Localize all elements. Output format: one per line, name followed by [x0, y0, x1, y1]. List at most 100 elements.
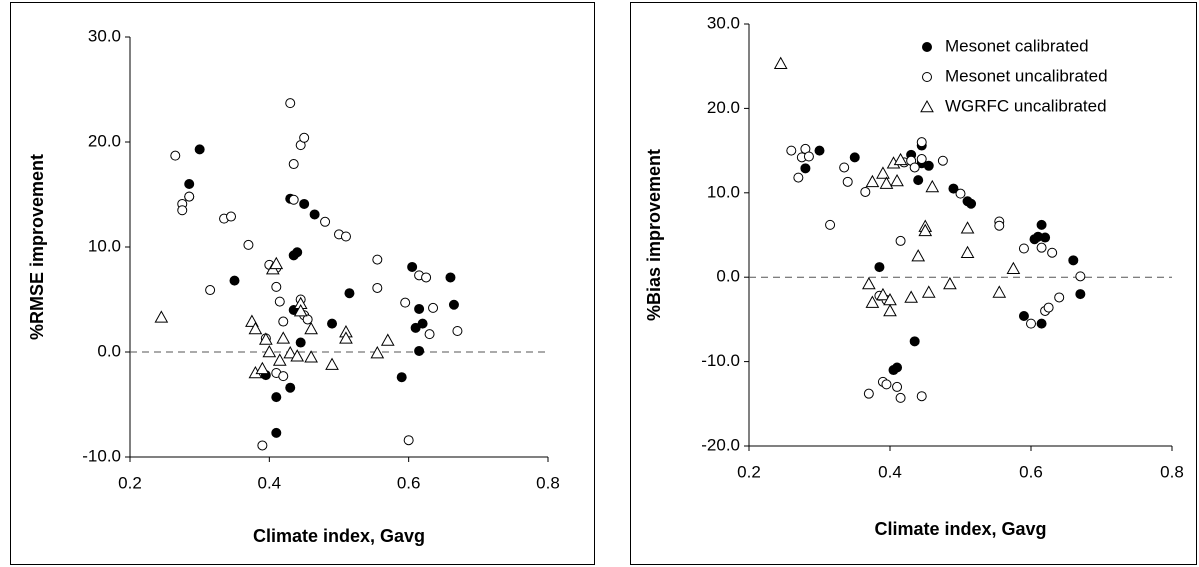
circle-point [414, 303, 425, 314]
circle-point [922, 42, 932, 52]
series [786, 137, 1086, 403]
circle-point [923, 160, 934, 171]
y-tick-label: 20.0 [88, 131, 121, 150]
circle-point [302, 314, 313, 325]
triangle-point [865, 174, 880, 188]
triangle-point [380, 333, 395, 346]
circle-point [825, 219, 836, 230]
triangle-point [918, 223, 933, 237]
circle-point [892, 381, 903, 392]
circle-point [274, 296, 285, 307]
legend-label: Mesonet uncalibrated [945, 66, 1108, 85]
circle-point [271, 281, 282, 292]
circle-point [271, 392, 282, 403]
circle-point [863, 388, 874, 399]
x-tick-label: 0.8 [536, 473, 560, 492]
triangle-point [304, 321, 318, 335]
circle-point [793, 172, 804, 183]
triangle-point [862, 276, 876, 290]
legend-label: WGRFC uncalibrated [945, 96, 1107, 115]
circle-point [448, 299, 459, 310]
triangle-point [890, 173, 904, 187]
circle-point [839, 162, 850, 173]
x-tick-label: 0.4 [878, 462, 902, 481]
circle-point [299, 132, 310, 143]
circle-point [922, 72, 932, 82]
circle-point [424, 329, 435, 340]
circle-point [278, 371, 289, 382]
circle-point [288, 159, 299, 170]
triangle-point [960, 245, 975, 259]
circle-point [295, 337, 306, 348]
circle-point [966, 198, 977, 209]
circle-point [937, 155, 948, 166]
triangle-point [879, 176, 894, 189]
series [154, 256, 395, 379]
circle-point [428, 302, 439, 313]
circle-point [407, 261, 418, 272]
y-tick-label: 10.0 [88, 236, 121, 255]
series [800, 140, 1086, 376]
circle-point [226, 211, 237, 222]
triangle-point [992, 285, 1007, 298]
circle-point [955, 188, 966, 199]
triangle-point [876, 287, 890, 301]
triangle-point [262, 344, 277, 358]
x-tick-label: 0.8 [1160, 462, 1184, 481]
triangle-point [925, 179, 940, 193]
x-axis-title: Climate index, Gavg [253, 526, 425, 546]
circle-point [229, 275, 240, 286]
circle-point [1075, 289, 1086, 300]
circle-point [309, 209, 320, 220]
circle-point [288, 250, 299, 261]
triangle-point [259, 332, 273, 345]
series [773, 56, 1021, 317]
circle-point [849, 152, 860, 163]
circle-point [948, 183, 959, 194]
y-tick-label: 20.0 [707, 98, 740, 117]
circle-point [881, 379, 892, 390]
y-axis-title: %Bias improvement [644, 149, 664, 321]
triangle-point [276, 331, 291, 344]
y-tick-label: 0.0 [716, 267, 740, 286]
triangle-point [290, 349, 305, 362]
circle-point [445, 272, 456, 283]
circle-point [340, 231, 351, 242]
circle-point [243, 239, 254, 250]
y-tick-label: -20.0 [701, 435, 740, 454]
circle-point [1018, 311, 1029, 322]
circle-point [205, 285, 216, 296]
circle-point [860, 186, 871, 197]
triangle-point [1006, 261, 1021, 275]
triangle-point [865, 295, 880, 308]
circle-point [285, 98, 296, 109]
circle-point [1068, 255, 1079, 266]
y-tick-label: 0.0 [97, 341, 121, 360]
circle-point [372, 282, 383, 293]
triangle-point [920, 99, 934, 113]
triangle-point [370, 346, 385, 359]
series [184, 144, 459, 438]
triangle-point [876, 166, 890, 179]
legend: Mesonet calibrated Mesonet uncalibrated WG… [920, 36, 1108, 115]
triangle-point [921, 285, 936, 298]
circle-point [786, 145, 797, 156]
triangle-point [283, 346, 298, 359]
circle-point [1043, 302, 1054, 313]
legend-label: Mesonet calibrated [945, 36, 1089, 55]
triangle-point [773, 56, 788, 69]
circle-point [913, 175, 924, 186]
panel-frame [630, 2, 1197, 565]
circle-point [184, 179, 195, 189]
circle-point [271, 427, 282, 438]
circle-point [842, 176, 853, 187]
triangle-point [154, 310, 169, 323]
circle-point [344, 288, 355, 299]
series [170, 98, 463, 451]
triangle-point [325, 357, 339, 370]
x-tick-label: 0.2 [118, 473, 142, 492]
circle-point [874, 262, 885, 273]
triangle-point [248, 321, 263, 335]
circle-point [177, 205, 188, 216]
circle-point [909, 336, 920, 347]
